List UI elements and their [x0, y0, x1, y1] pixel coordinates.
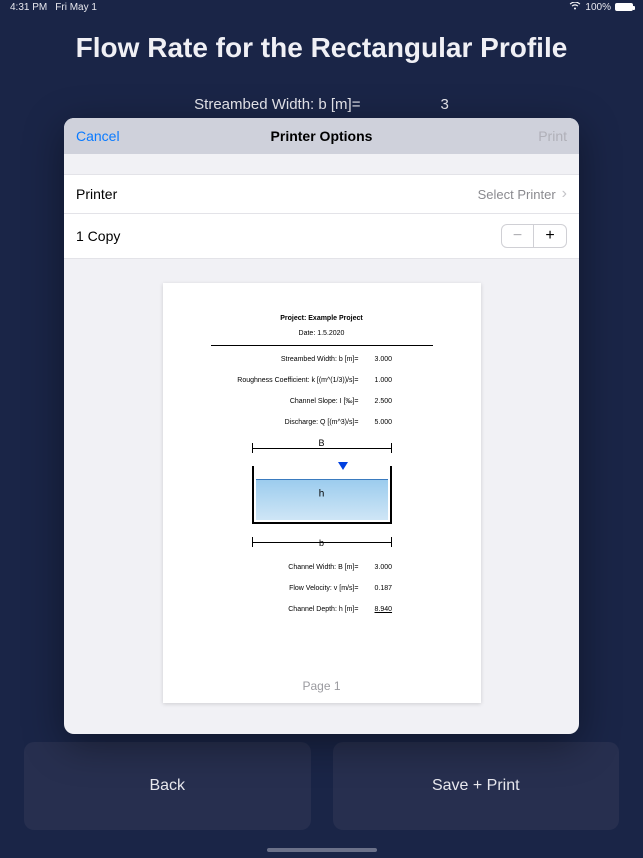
doc-row: Channel Width: B [m]= 3.000	[191, 564, 453, 571]
stepper-minus-button[interactable]: −	[502, 225, 534, 247]
doc-row-value: 5.000	[375, 419, 415, 426]
chevron-right-icon: ›	[562, 185, 567, 203]
doc-row-label: Discharge: Q [(m^3)/s]=	[229, 419, 359, 426]
status-time: 4:31 PM	[10, 2, 47, 13]
copies-label: 1 Copy	[76, 228, 120, 244]
home-indicator[interactable]	[267, 848, 377, 852]
doc-row: Streambed Width: b [m]= 3.000	[191, 356, 453, 363]
bg-field-value: 3	[440, 96, 448, 113]
doc-row-label: Channel Depth: h [m]=	[229, 606, 359, 613]
doc-divider	[211, 345, 433, 346]
stepper-plus-button[interactable]: +	[534, 225, 566, 247]
printer-label: Printer	[76, 186, 117, 202]
dim-bot-label: b	[252, 538, 392, 548]
doc-row-label: Channel Width: B [m]=	[229, 564, 359, 571]
doc-project: Project: Example Project	[191, 315, 453, 322]
status-bar: 4:31 PM Fri May 1 100%	[0, 0, 643, 14]
doc-row-value: 2.500	[375, 398, 415, 405]
back-button-label: Back	[149, 777, 185, 795]
printer-row[interactable]: Printer Select Printer ›	[64, 174, 579, 214]
printer-value: Select Printer	[478, 187, 556, 202]
save-print-button[interactable]: Save + Print	[333, 742, 620, 830]
doc-row-label: Flow Velocity: v [m/s]=	[229, 585, 359, 592]
doc-row: Discharge: Q [(m^3)/s]= 5.000	[191, 419, 453, 426]
cancel-button[interactable]: Cancel	[76, 128, 120, 144]
doc-row-value: 8.940	[375, 606, 415, 613]
modal-header: Cancel Printer Options Print	[64, 118, 579, 154]
page-number: Page 1	[163, 679, 481, 693]
back-button[interactable]: Back	[24, 742, 311, 830]
doc-date: Date: 1.5.2020	[191, 330, 453, 337]
doc-row-label: Channel Slope: I [‰]=	[229, 398, 359, 405]
preview-page[interactable]: Project: Example Project Date: 1.5.2020 …	[163, 283, 481, 703]
save-print-button-label: Save + Print	[432, 777, 520, 795]
doc-row: Roughness Coefficient: k [(m^(1/3))/s]= 1…	[191, 377, 453, 384]
channel-diagram: B h b	[252, 440, 392, 550]
doc-outputs: Channel Width: B [m]= 3.000 Flow Velocity:…	[191, 564, 453, 613]
doc-row: Channel Slope: I [‰]= 2.500	[191, 398, 453, 405]
doc-inputs: Streambed Width: b [m]= 3.000 Roughness Co…	[191, 356, 453, 426]
doc-row-label: Roughness Coefficient: k [(m^(1/3))/s]=	[229, 377, 359, 384]
doc-row-label: Streambed Width: b [m]=	[229, 356, 359, 363]
printer-options-modal: Cancel Printer Options Print Printer Sel…	[64, 118, 579, 734]
doc-row: Channel Depth: h [m]= 8.940	[191, 606, 453, 613]
print-preview: Project: Example Project Date: 1.5.2020 …	[64, 259, 579, 734]
doc-row: Flow Velocity: v [m/s]= 0.187	[191, 585, 453, 592]
dim-top-label: B	[252, 438, 392, 448]
h-label: h	[319, 489, 325, 500]
modal-title: Printer Options	[64, 128, 579, 144]
battery-percent: 100%	[585, 2, 611, 13]
doc-row-value: 0.187	[375, 585, 415, 592]
bg-field-label: Streambed Width: b [m]=	[194, 96, 360, 113]
battery-icon	[615, 3, 633, 11]
water-surface-icon	[338, 462, 348, 470]
status-date: Fri May 1	[55, 2, 97, 13]
page-title: Flow Rate for the Rectangular Profile	[0, 32, 643, 64]
doc-row-value: 1.000	[375, 377, 415, 384]
print-button[interactable]: Print	[538, 128, 567, 144]
wifi-icon	[569, 2, 581, 13]
copies-row: 1 Copy − +	[64, 214, 579, 259]
doc-row-value: 3.000	[375, 564, 415, 571]
copies-stepper: − +	[501, 224, 567, 248]
bg-field-row: Streambed Width: b [m]= 3	[0, 96, 643, 113]
doc-row-value: 3.000	[375, 356, 415, 363]
